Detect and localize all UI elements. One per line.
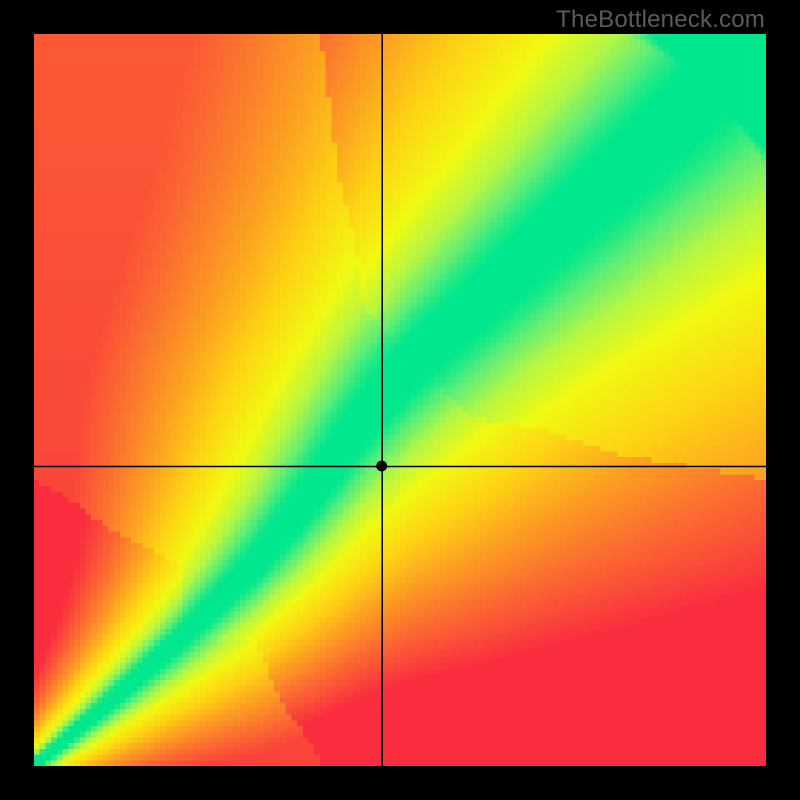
chart-container: TheBottleneck.com [0,0,800,800]
crosshair-overlay [0,0,800,800]
watermark-text: TheBottleneck.com [556,6,765,34]
